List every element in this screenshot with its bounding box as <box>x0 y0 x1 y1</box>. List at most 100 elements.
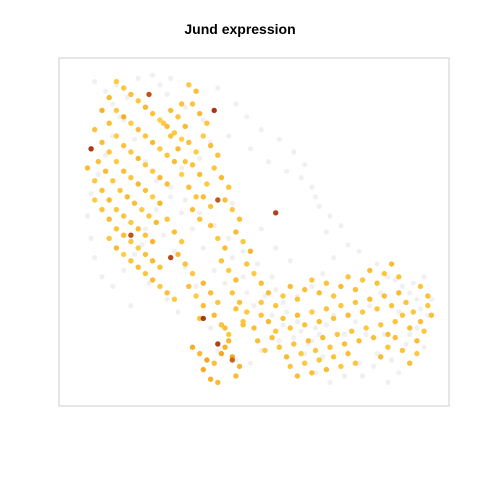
data-point <box>142 104 149 110</box>
background-point <box>258 347 264 353</box>
background-point <box>168 75 174 81</box>
data-point <box>374 280 380 286</box>
data-point <box>149 194 156 200</box>
background-point <box>385 274 391 280</box>
data-point <box>113 107 120 114</box>
data-point <box>421 328 427 334</box>
data-point <box>193 194 199 200</box>
background-point <box>280 322 286 328</box>
data-point <box>302 286 308 293</box>
data-point <box>135 181 141 187</box>
data-point <box>211 360 217 366</box>
data-point <box>222 344 228 350</box>
data-point <box>153 219 159 226</box>
data-point <box>204 357 210 363</box>
data-point <box>113 226 120 232</box>
background-point <box>146 280 152 286</box>
background-point <box>179 165 185 171</box>
data-point <box>218 174 225 181</box>
data-point <box>338 363 344 370</box>
data-point <box>265 290 272 296</box>
data-point <box>110 178 116 184</box>
data-point <box>226 331 232 338</box>
data-point <box>84 165 91 171</box>
data-point <box>168 254 174 261</box>
data-point <box>287 363 293 370</box>
data-point <box>305 338 311 344</box>
data-point <box>345 274 351 280</box>
data-point <box>207 142 214 149</box>
data-point <box>312 347 319 354</box>
data-point <box>215 341 221 347</box>
data-point <box>236 363 243 370</box>
data-point <box>142 251 149 258</box>
data-point <box>359 309 366 315</box>
background-point <box>121 267 127 273</box>
background-point <box>244 290 250 296</box>
data-point <box>142 270 149 277</box>
data-point <box>349 328 355 334</box>
data-point <box>121 232 127 238</box>
data-point <box>113 206 120 213</box>
data-point <box>378 322 384 328</box>
background-point <box>345 242 351 248</box>
data-point <box>229 206 235 213</box>
data-point <box>414 350 420 357</box>
data-point <box>392 318 398 325</box>
data-point <box>128 91 134 98</box>
background-point <box>298 328 304 334</box>
data-point <box>316 318 322 325</box>
data-point <box>171 158 178 165</box>
background-point <box>244 114 250 120</box>
data-point <box>316 357 322 363</box>
data-point <box>399 347 406 354</box>
background-point <box>284 309 290 315</box>
data-point <box>309 309 315 315</box>
data-point <box>106 216 112 222</box>
data-point <box>334 331 340 338</box>
data-point <box>92 197 98 203</box>
data-point <box>149 168 156 174</box>
data-point <box>236 299 243 306</box>
background-points-layer <box>84 72 434 385</box>
data-point <box>121 85 127 91</box>
background-point <box>269 274 275 280</box>
data-point <box>244 309 250 315</box>
data-point <box>128 258 134 264</box>
background-point <box>255 261 261 267</box>
data-point <box>251 270 257 277</box>
data-point <box>287 283 293 290</box>
data-point <box>113 133 120 139</box>
data-point <box>142 162 149 168</box>
background-point <box>215 347 221 353</box>
data-point <box>417 318 424 325</box>
data-point <box>164 216 170 222</box>
data-point <box>142 232 149 238</box>
data-point <box>164 181 170 187</box>
data-point <box>207 290 214 296</box>
data-point <box>160 120 167 126</box>
data-point <box>186 139 192 146</box>
data-point <box>378 354 384 360</box>
data-point <box>218 258 225 264</box>
data-point <box>164 290 170 296</box>
data-point <box>218 322 225 328</box>
data-point <box>189 270 196 277</box>
background-point <box>103 88 109 94</box>
data-point <box>193 88 199 94</box>
background-point <box>312 325 319 331</box>
data-point <box>193 293 199 299</box>
background-point <box>229 255 235 261</box>
data-point <box>229 290 235 296</box>
data-point <box>171 130 178 136</box>
data-point <box>157 283 163 290</box>
background-point <box>135 75 141 81</box>
background-point <box>247 360 253 366</box>
background-point <box>323 229 329 235</box>
background-point <box>160 232 167 238</box>
data-point <box>200 315 206 322</box>
data-point <box>178 101 185 107</box>
background-point <box>370 363 377 369</box>
background-point <box>251 303 257 309</box>
